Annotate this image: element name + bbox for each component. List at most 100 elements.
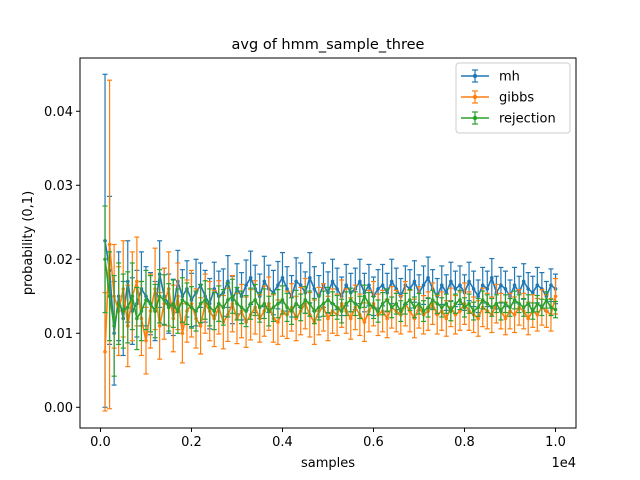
data-point (135, 316, 139, 321)
data-point (521, 305, 526, 310)
data-point (439, 283, 444, 287)
data-point (248, 275, 253, 280)
data-point (307, 301, 312, 306)
series-line (104, 259, 556, 327)
data-point (512, 312, 517, 317)
data-point (103, 257, 107, 262)
data-point (103, 349, 107, 354)
data-point (435, 301, 440, 306)
data-point (385, 316, 389, 321)
data-point (189, 305, 194, 310)
data-point (471, 287, 476, 291)
data-point (530, 309, 535, 313)
data-point (503, 301, 508, 306)
legend-item-mh: mh (461, 69, 520, 85)
x-tick-label: 0.8 (454, 435, 475, 450)
x-tick-label: 0.2 (181, 435, 202, 450)
legend-marker (472, 115, 478, 121)
legend-label: mh (499, 70, 520, 85)
data-point (330, 279, 335, 284)
data-point (503, 287, 508, 291)
data-point (549, 283, 553, 287)
data-point (298, 283, 303, 287)
data-point (221, 305, 226, 310)
data-point (203, 298, 207, 302)
data-point (540, 305, 544, 310)
data-point (112, 324, 116, 328)
legend-marker (472, 94, 478, 100)
plot-area (102, 73, 559, 412)
data-point (508, 305, 512, 310)
data-point (471, 309, 476, 313)
data-point (244, 283, 248, 287)
data-point (362, 294, 367, 299)
data-point (198, 301, 203, 306)
legend-box (455, 62, 571, 134)
legend-entries: mh gibbs rejection (461, 69, 556, 127)
data-point (553, 307, 558, 312)
data-point (280, 298, 285, 302)
data-point (285, 305, 289, 310)
data-point (449, 279, 453, 284)
data-point (499, 309, 503, 313)
data-point (135, 279, 139, 284)
data-point (480, 298, 485, 302)
data-point (326, 298, 330, 302)
data-point (426, 305, 430, 310)
data-point (367, 283, 371, 287)
data-point (107, 242, 112, 247)
data-point (285, 287, 289, 291)
data-point (166, 305, 171, 310)
data-point (376, 309, 380, 313)
data-point (280, 275, 285, 280)
data-point (276, 283, 280, 287)
series-rejection (102, 205, 559, 377)
data-point (339, 309, 344, 313)
data-point (148, 301, 153, 306)
data-point (535, 312, 540, 317)
data-point (485, 301, 490, 306)
chart-title: avg of hmm_sample_three (232, 37, 425, 53)
data-point (144, 338, 148, 343)
data-point (271, 305, 276, 310)
data-point (521, 279, 526, 284)
data-point (408, 298, 412, 302)
legend-item-gibbs: gibbs (461, 90, 534, 106)
data-point (553, 294, 558, 299)
data-point (226, 298, 230, 302)
data-point (476, 294, 480, 299)
data-point (207, 305, 212, 310)
y-tick-label: 0.04 (44, 105, 73, 120)
data-point (276, 320, 280, 324)
data-point (394, 301, 399, 306)
data-point (353, 301, 358, 306)
data-point (180, 298, 185, 302)
data-point (116, 301, 121, 306)
data-point (289, 309, 294, 313)
data-point (216, 301, 221, 306)
y-tick-label: 0.00 (44, 401, 73, 416)
data-point (344, 283, 349, 287)
data-point (494, 301, 499, 306)
data-point (444, 301, 449, 306)
data-point (276, 301, 280, 306)
data-point (144, 298, 148, 302)
data-point (376, 287, 380, 291)
data-point (453, 287, 458, 291)
data-point (490, 305, 494, 310)
data-point (212, 309, 217, 313)
data-point (462, 305, 467, 310)
data-point (421, 283, 426, 287)
data-point (321, 301, 326, 306)
data-point (176, 309, 180, 313)
data-point (485, 287, 490, 291)
data-point (171, 301, 176, 306)
data-point (490, 275, 494, 280)
data-point (344, 301, 349, 306)
data-point (262, 301, 267, 306)
data-point (330, 301, 335, 306)
y-axis-label: probability (0,1) (21, 191, 36, 295)
data-point (439, 305, 444, 310)
data-point (426, 275, 430, 280)
